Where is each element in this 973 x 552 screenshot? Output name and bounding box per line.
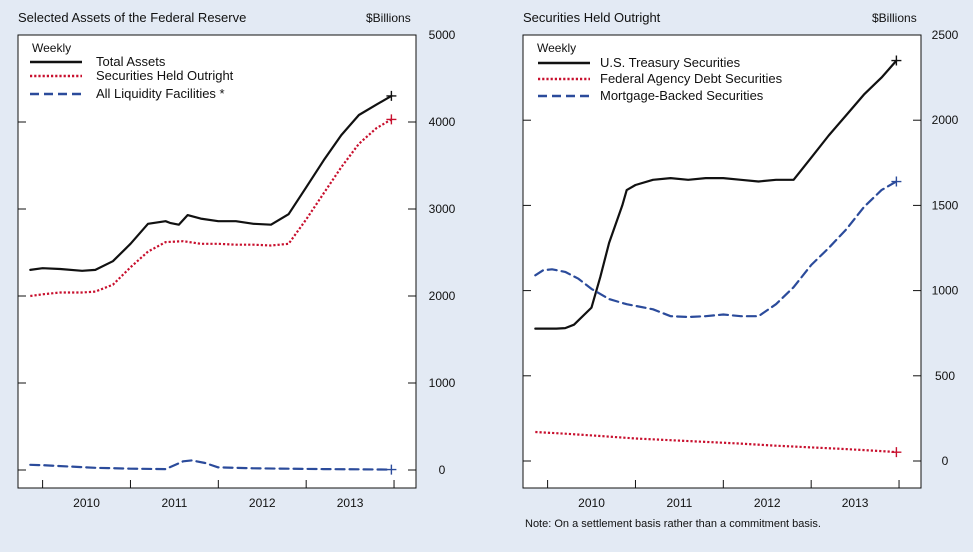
chart-left-axes: 0 1000 2000 3000 4000 5000 2010 2011 2012 2013 (18, 28, 456, 510)
chart-right-series (534, 55, 902, 458)
chart-left: Selected Assets of the Federal Reserve $… (17, 10, 456, 510)
chart-right-axes: 0 500 1000 1500 2000 2500 2010 2011 2012 2013 (523, 28, 959, 510)
x-tick-label-2010: 2010 (73, 496, 100, 510)
series-end-marker-3 (891, 176, 902, 187)
chart-right-plot-area (522, 34, 922, 489)
y-tick-label-5000: 5000 (429, 28, 456, 42)
chart-right-footnote: Note: On a settlement basis rather than … (525, 518, 821, 530)
x-tick-label-2011: 2011 (161, 496, 187, 510)
y-tick-label-4000: 4000 (429, 115, 456, 129)
series-line-2 (535, 430, 897, 454)
chart-right-unit-label: $Billions (872, 11, 917, 25)
y-tick-label-500: 500 (935, 369, 955, 383)
series-line-1 (534, 59, 898, 330)
x-tick-label-2010: 2010 (578, 496, 605, 510)
y-tick-label-1500: 1500 (932, 198, 959, 212)
chart-left-frequency-label: Weekly (32, 41, 71, 55)
series-end-marker-2 (386, 114, 397, 125)
series-line-3 (534, 180, 898, 319)
legend-label-2: Federal Agency Debt Securities (600, 71, 783, 86)
legend-label-3: Mortgage-Backed Securities (600, 88, 764, 103)
series-line-3 (29, 459, 393, 471)
chart-right-frequency-label: Weekly (537, 41, 576, 55)
y-tick-label-1000: 1000 (429, 376, 456, 390)
chart-right-title: Securities Held Outright (523, 10, 661, 25)
x-tick-label-2012: 2012 (754, 496, 781, 510)
series-end-marker-1 (891, 55, 902, 66)
chart-left-unit-label: $Billions (366, 11, 411, 25)
y-tick-label-0: 0 (942, 454, 949, 468)
legend-label-1: Total Assets (96, 54, 166, 69)
y-tick-label-2500: 2500 (932, 28, 959, 42)
series-line-1 (29, 94, 393, 272)
chart-left-title: Selected Assets of the Federal Reserve (18, 10, 246, 25)
y-tick-label-2000: 2000 (429, 289, 456, 303)
x-tick-label-2013: 2013 (337, 496, 364, 510)
x-tick-label-2011: 2011 (666, 496, 692, 510)
legend-label-3: All Liquidity Facilities * (96, 86, 225, 101)
x-tick-label-2013: 2013 (842, 496, 869, 510)
legend-label-1: U.S. Treasury Securities (600, 55, 741, 70)
series-line-2 (30, 118, 392, 298)
chart-left-plot-area (17, 34, 417, 489)
y-tick-label-0: 0 (439, 463, 446, 477)
series-end-marker-3 (386, 464, 397, 475)
y-tick-label-1000: 1000 (932, 284, 959, 298)
chart-left-series (29, 90, 397, 475)
legend-label-2: Securities Held Outright (96, 68, 234, 83)
y-tick-label-3000: 3000 (429, 202, 456, 216)
chart-right: Securities Held Outright $Billions Weekl… (522, 10, 959, 530)
x-tick-label-2012: 2012 (249, 496, 276, 510)
series-end-marker-2 (891, 447, 902, 458)
series-end-marker-1 (386, 90, 397, 101)
y-tick-label-2000: 2000 (932, 113, 959, 127)
